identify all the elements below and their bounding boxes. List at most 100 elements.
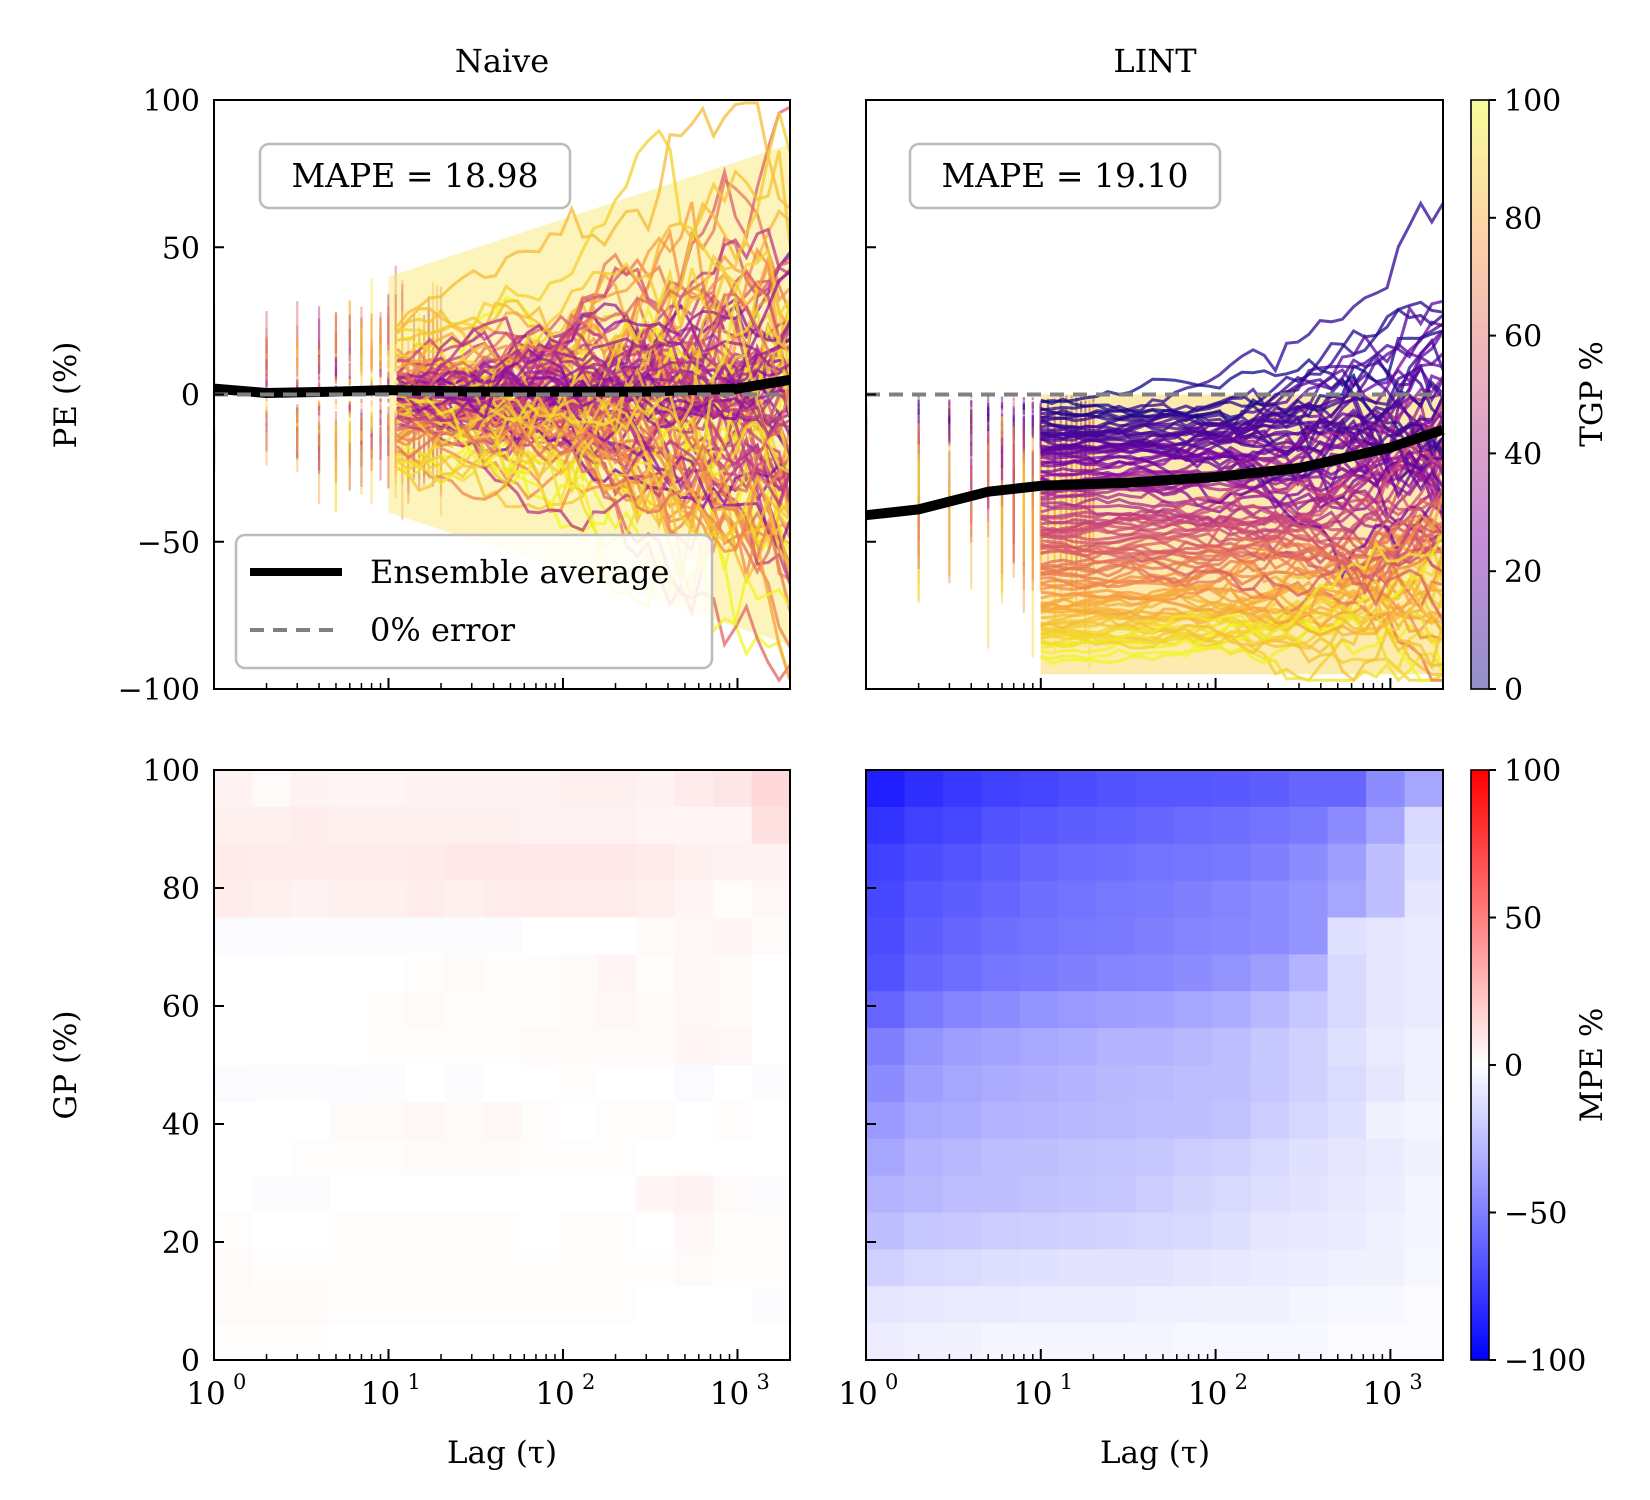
naive-heatmap-cell [214, 1138, 253, 1177]
lint-heatmap-cell [1404, 770, 1444, 808]
naive-heatmap-cell [482, 1138, 522, 1177]
y-tick-label: 100 [143, 754, 200, 789]
naive-heatmap-cell [290, 806, 330, 845]
y-tick-label: 40 [162, 1108, 200, 1143]
lint-heatmap-cell [981, 991, 1021, 1029]
naive-heatmap-cell [406, 1286, 445, 1324]
lint-heatmap-cell [1289, 1028, 1329, 1066]
naive-heatmap-cell [252, 843, 292, 882]
lint-heatmap-cell [1173, 1028, 1213, 1066]
lint-trajectory [1040, 536, 1443, 611]
naive-heatmap-cell [214, 1212, 253, 1250]
lint-heatmap-cell [1212, 1323, 1252, 1361]
x-tick-label: 10 [838, 1376, 877, 1412]
naive-heatmap-cell [329, 1065, 369, 1103]
naive-heatmap-cell [713, 843, 753, 882]
lint-trajectory [1040, 578, 1443, 630]
naive-heatmap-cell [636, 1249, 676, 1287]
naive-heatmap-cell [674, 954, 714, 992]
lint-heatmap-cell [1289, 1286, 1329, 1324]
naive-heatmap-cell [713, 1175, 753, 1214]
naive-heatmap-cell [252, 1101, 292, 1140]
lint-heatmap-cell [981, 917, 1021, 955]
naive-heatmap-cell [329, 1028, 369, 1066]
lint-heatmap-cell [1135, 1065, 1175, 1103]
naive-heatmap-cell [713, 1249, 753, 1287]
lint-heatmap-cell [942, 1101, 982, 1140]
naive-heatmap-cell [290, 1286, 330, 1324]
lint-heatmap-cell [1366, 1065, 1406, 1103]
lint-heatmap-cell [1019, 770, 1059, 808]
lint-trajectory [1040, 577, 1443, 664]
lint-heatmap-panel: 10 0 10 1 10 2 10 3 [838, 769, 1444, 1412]
lint-heatmap-cell [1404, 1138, 1444, 1177]
y-tick-label: 0 [181, 379, 200, 414]
naive-heatmap-cell [252, 1249, 292, 1287]
naive-heatmap-cell [444, 991, 484, 1029]
lint-heatmap-cell [1173, 1286, 1213, 1324]
lint-heatmap-cell [904, 806, 944, 845]
naive-trajectory [395, 316, 790, 440]
naive-heatmap-cell [329, 770, 369, 808]
lint-heatmap-cell [1173, 806, 1213, 845]
naive-heatmap-cell [482, 1028, 522, 1066]
lint-heatmap-cell [1058, 1028, 1098, 1066]
lint-trajectory [1040, 533, 1443, 650]
naive-heatmap-cell [636, 1212, 676, 1250]
naive-heatmap-cell [290, 1249, 330, 1287]
lint-heatmap-cell [1173, 843, 1213, 882]
colorbar-tick-label: 50 [1504, 902, 1542, 937]
lint-heatmap-cell [1173, 954, 1213, 992]
naive-heatmap-cell [521, 1175, 561, 1214]
naive-heatmap-cell [367, 954, 407, 992]
lint-trajectory [1040, 363, 1443, 439]
naive-heatmap-cell [751, 1101, 791, 1140]
naive-trajectory [396, 322, 790, 681]
lint-trajectory [1040, 522, 1443, 580]
lint-title: LINT [1113, 42, 1197, 80]
naive-heatmap-cell [598, 770, 637, 808]
naive-heatmap-cell [751, 917, 791, 955]
naive-heatmap-cell [329, 1101, 369, 1140]
lint-mape-text: MAPE = 19.10 [941, 156, 1188, 195]
lint-heatmap-cell [1250, 843, 1290, 882]
naive-heatmap-cell [521, 880, 561, 919]
naive-heatmap-cell [636, 917, 676, 955]
lint-heatmap-cell [1096, 1175, 1136, 1214]
naive-heatmap-cell [406, 1028, 445, 1066]
naive-heatmap-cell [329, 880, 369, 919]
naive-heatmap-cell [674, 1101, 714, 1140]
naive-heatmap-cell [367, 1028, 407, 1066]
naive-heatmap-cell [559, 1249, 599, 1287]
naive-heatmap-cell [559, 880, 599, 919]
lint-heatmap-cell [942, 880, 982, 919]
lint-heatmap-cell [1250, 1138, 1290, 1177]
naive-heatmap-cell [290, 843, 330, 882]
naive-heatmap-cell [444, 1212, 484, 1250]
lint-heatmap-cell [981, 954, 1021, 992]
naive-heatmap-cell [482, 991, 522, 1029]
legend-zero-label: 0% error [370, 611, 516, 649]
naive-heatmap-cell [329, 917, 369, 955]
x-tick-label: 10 [1013, 1376, 1052, 1412]
lint-heatmap-cell [1404, 1212, 1444, 1250]
lint-heatmap-cell [1019, 1138, 1059, 1177]
naive-heatmap-cell [598, 1212, 637, 1250]
naive-heatmap-cell [214, 843, 253, 882]
lint-heatmap-cell [866, 806, 906, 845]
naive-heatmap-cell [713, 991, 753, 1029]
naive-heatmap-cell [674, 1249, 714, 1287]
naive-heatmap-cell [636, 1323, 676, 1361]
naive-heatmap-cell [482, 1175, 522, 1214]
naive-heatmap-cell [559, 770, 599, 808]
lint-heatmap-cell [1289, 770, 1329, 808]
lint-heatmap-cell [1058, 1323, 1098, 1361]
lint-heatmap-cell [1096, 1212, 1136, 1250]
naive-heatmap-cell [367, 1101, 407, 1140]
lint-heatmap-cell [1250, 1249, 1290, 1287]
lint-heatmap-cell [1250, 991, 1290, 1029]
naive-heatmap-cell [559, 806, 599, 845]
lint-heatmap-cell [1289, 1101, 1329, 1140]
lint-heatmap-cell [1250, 770, 1290, 808]
mpe-colorbar-gradient [1470, 769, 1490, 1361]
